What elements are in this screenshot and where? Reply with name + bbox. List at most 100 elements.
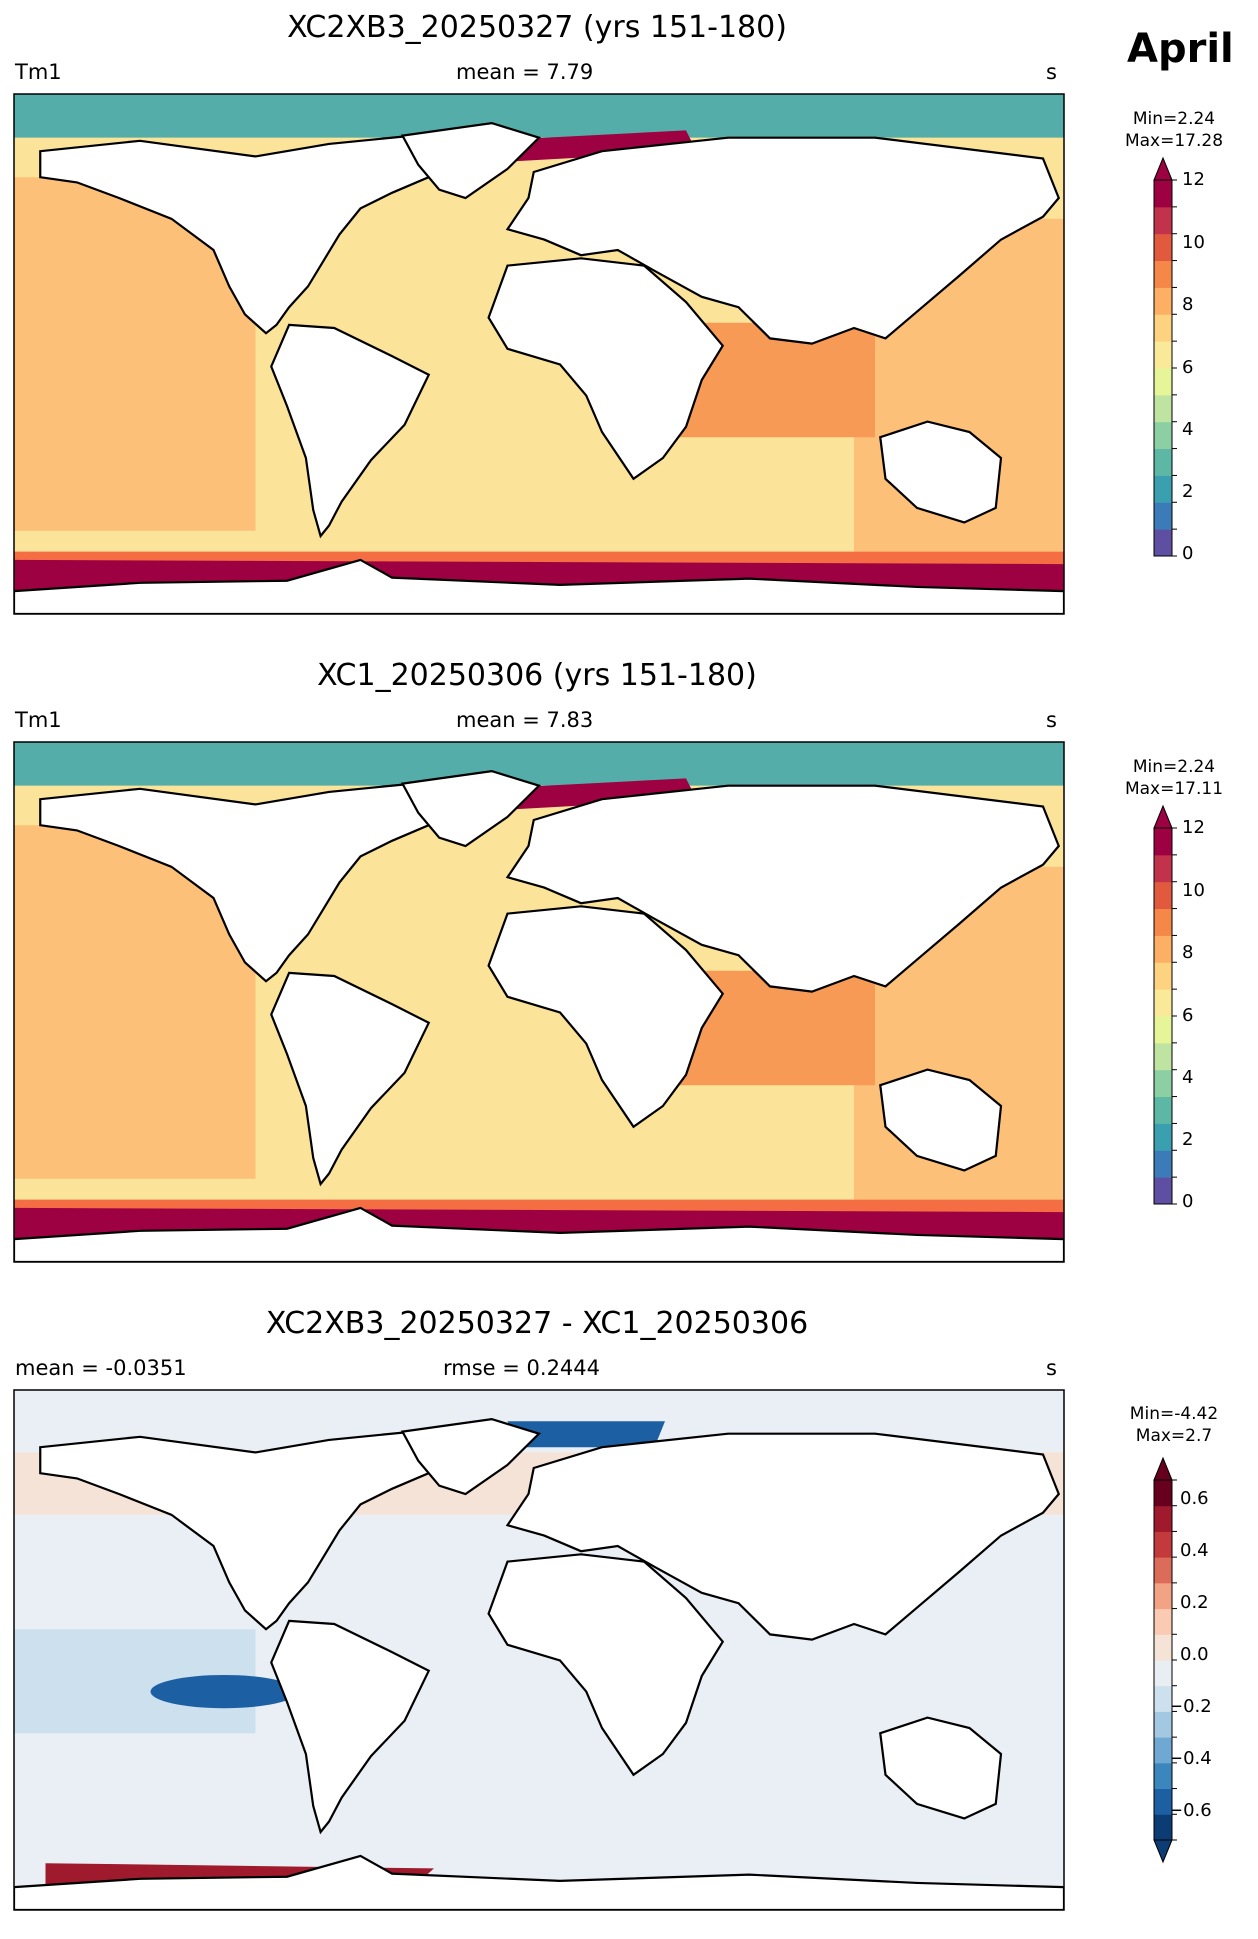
panel3-max-label: Max=2.7 bbox=[1135, 1426, 1213, 1446]
colorbar-segment bbox=[1154, 233, 1172, 262]
greenland-land bbox=[402, 1419, 539, 1494]
eurasia-land bbox=[507, 1434, 1058, 1640]
colorbar-segment bbox=[1154, 1531, 1172, 1558]
colorbar-segment bbox=[1154, 1608, 1172, 1635]
colorbar-segment bbox=[1154, 989, 1172, 1017]
colorbar-segment bbox=[1154, 1069, 1172, 1098]
panel1-units-label: s bbox=[1046, 60, 1057, 84]
cb1-tick: 0 bbox=[1182, 543, 1194, 564]
colorbar-segment bbox=[1154, 502, 1172, 530]
panel2-mean-label: mean = 7.83 bbox=[456, 708, 594, 732]
panel3-mean-label: mean = -0.0351 bbox=[15, 1356, 187, 1380]
panel3-rmse-label: rmse = 0.2444 bbox=[443, 1356, 601, 1380]
panel2-min-label: Min=2.24 bbox=[1132, 757, 1216, 777]
cb2-tick: 8 bbox=[1182, 942, 1194, 963]
cb3-tick: 0.2 bbox=[1180, 1592, 1209, 1613]
colorbar-segment bbox=[1154, 1685, 1172, 1712]
panel2-units-label: s bbox=[1046, 708, 1057, 732]
map-panel-3 bbox=[13, 1389, 1065, 1911]
map-frame bbox=[13, 1389, 1065, 1911]
colorbar-segment bbox=[1154, 962, 1172, 990]
panel3-title: XC2XB3_20250327 - XC1_20250306 bbox=[265, 1306, 809, 1341]
africa-land bbox=[489, 906, 723, 1126]
colorbar-2 bbox=[1153, 804, 1177, 1205]
cb3-tick: 0.0 bbox=[1180, 1644, 1209, 1665]
colorbar-segment bbox=[1154, 421, 1172, 450]
colorbar-segment bbox=[1154, 1042, 1172, 1071]
eurasia-land bbox=[507, 138, 1058, 344]
cb3-tick: −0.4 bbox=[1168, 1748, 1212, 1769]
colorbar-segment bbox=[1154, 1711, 1172, 1738]
colorbar-segment bbox=[1154, 260, 1172, 288]
colorbar-extend-top bbox=[1153, 1456, 1173, 1481]
cb1-tick: 8 bbox=[1182, 294, 1194, 315]
panel3-units-label: s bbox=[1046, 1356, 1057, 1380]
colorbar-segment bbox=[1154, 529, 1172, 557]
panel1-min-label: Min=2.24 bbox=[1132, 109, 1216, 129]
map-panel-1 bbox=[13, 93, 1065, 615]
eurasia-land bbox=[507, 786, 1058, 992]
pacific-negative bbox=[14, 1629, 256, 1734]
pacific-field bbox=[14, 177, 256, 531]
colorbar-segment bbox=[1154, 1737, 1172, 1764]
australia-land bbox=[880, 422, 1001, 523]
colorbar-segment bbox=[1154, 1814, 1172, 1841]
colorbar-segment bbox=[1154, 1150, 1172, 1178]
colorbar-segment bbox=[1154, 1480, 1172, 1507]
australia-land bbox=[880, 1070, 1001, 1171]
colorbar-extend-top bbox=[1153, 156, 1173, 181]
cb3-tick: −0.2 bbox=[1168, 1696, 1212, 1717]
pacific-min-anomaly bbox=[150, 1674, 298, 1709]
cb2-tick: 6 bbox=[1182, 1005, 1194, 1026]
cb3-tick: 0.4 bbox=[1180, 1540, 1209, 1561]
colorbar-segment bbox=[1154, 1505, 1172, 1532]
cb3-tick: −0.6 bbox=[1168, 1800, 1212, 1821]
colorbar-segment bbox=[1154, 475, 1172, 503]
month-label: April bbox=[1127, 26, 1234, 72]
panel2-max-label: Max=17.11 bbox=[1124, 779, 1224, 799]
map-frame bbox=[13, 741, 1065, 1263]
south-america-land bbox=[271, 1621, 428, 1832]
colorbar-segment bbox=[1154, 448, 1172, 476]
cb1-tick: 10 bbox=[1182, 232, 1205, 253]
cb2-tick: 12 bbox=[1182, 817, 1205, 838]
colorbar-segment bbox=[1154, 1016, 1172, 1044]
colorbar-segment bbox=[1154, 1557, 1172, 1584]
africa-land bbox=[489, 1554, 723, 1774]
colorbar-segment bbox=[1154, 908, 1172, 936]
colorbar-3 bbox=[1153, 1456, 1177, 1864]
cb1-tick: 6 bbox=[1182, 357, 1194, 378]
colorbar-segment bbox=[1154, 828, 1172, 856]
arctic-field bbox=[14, 94, 1064, 138]
cb1-tick: 12 bbox=[1182, 169, 1205, 190]
colorbar-segment bbox=[1154, 854, 1172, 883]
colorbar-segment bbox=[1154, 1788, 1172, 1815]
cb2-tick: 2 bbox=[1182, 1129, 1194, 1150]
colorbar-segment bbox=[1154, 1123, 1172, 1151]
colorbar-segment bbox=[1154, 1660, 1172, 1687]
africa-land bbox=[489, 258, 723, 478]
cb2-tick: 4 bbox=[1182, 1067, 1194, 1088]
australia-land bbox=[880, 1718, 1001, 1819]
greenland-land bbox=[402, 123, 539, 198]
map-frame bbox=[13, 93, 1065, 615]
panel1-title: XC2XB3_20250327 (yrs 151-180) bbox=[287, 10, 787, 45]
south-america-land bbox=[271, 325, 428, 536]
panel1-variable-label: Tm1 bbox=[15, 60, 62, 84]
colorbar-segment bbox=[1154, 287, 1172, 315]
colorbar-extend-top bbox=[1153, 804, 1173, 829]
colorbar-segment bbox=[1154, 1096, 1172, 1124]
panel1-max-label: Max=17.28 bbox=[1124, 131, 1224, 151]
arctic-field bbox=[14, 742, 1064, 786]
colorbar-segment bbox=[1154, 1582, 1172, 1610]
colorbar-1 bbox=[1153, 156, 1177, 557]
colorbar-segment bbox=[1154, 881, 1172, 910]
pacific-field bbox=[14, 825, 256, 1179]
colorbar-segment bbox=[1154, 394, 1172, 423]
colorbar-segment bbox=[1154, 1762, 1172, 1790]
cb1-tick: 2 bbox=[1182, 481, 1194, 502]
colorbar-segment bbox=[1154, 935, 1172, 963]
colorbar-segment bbox=[1154, 206, 1172, 235]
colorbar-segment bbox=[1154, 1634, 1172, 1661]
